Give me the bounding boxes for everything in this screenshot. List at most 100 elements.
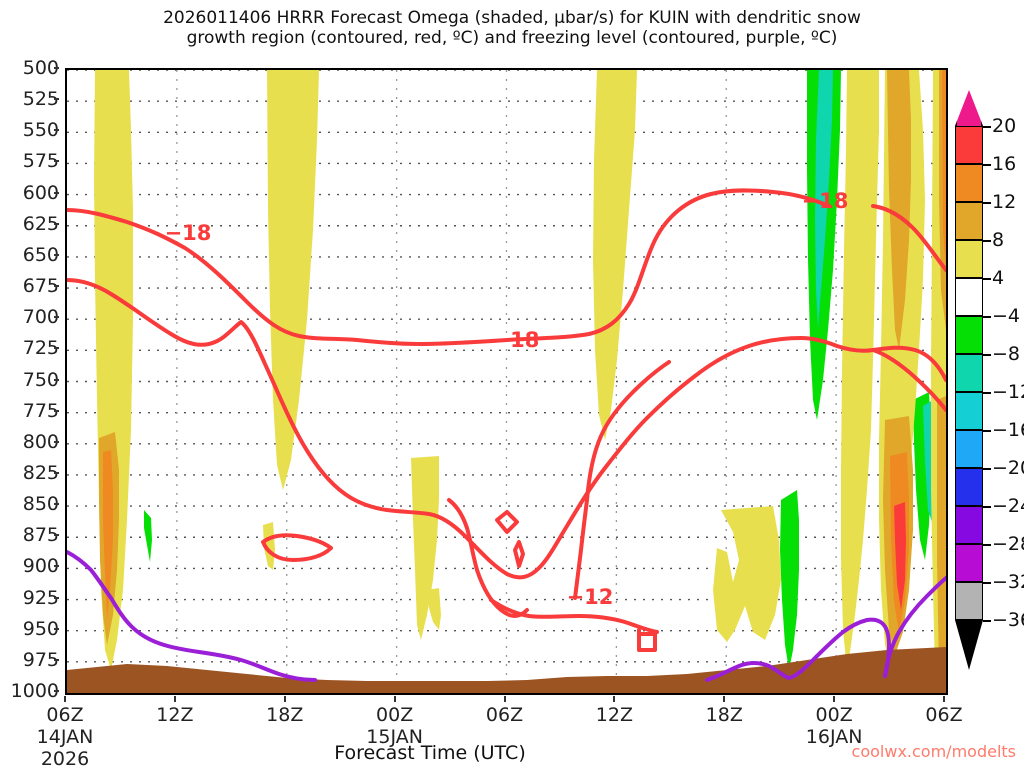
plot-canvas: −18 −18 −18 −12 — [67, 70, 946, 693]
contour-label: −12 — [567, 585, 614, 609]
x-axis-tick — [173, 696, 176, 702]
colorbar-tick-label: 4 — [992, 267, 1005, 289]
y-axis-tick — [54, 191, 59, 194]
colorbar-tick — [983, 430, 991, 432]
colorbar-tick — [983, 620, 991, 622]
y-axis-tick-label: 625 — [22, 212, 59, 235]
contour-value-labels: −18 −18 −18 −12 — [165, 189, 849, 609]
colorbar-band — [955, 240, 983, 278]
contour-label: −18 — [802, 189, 849, 213]
freezing-level-contour — [67, 550, 946, 682]
y-axis-tick — [54, 160, 59, 163]
colorbar-tick-label: −4 — [992, 305, 1021, 327]
colorbar-band — [955, 278, 983, 316]
y-axis-tick — [54, 534, 59, 537]
y-axis-tick — [54, 658, 59, 661]
colorbar-tick — [983, 316, 991, 318]
colorbar-band — [955, 544, 983, 582]
y-axis-tick — [54, 129, 59, 132]
plot-area: −18 −18 −18 −12 — [65, 68, 948, 695]
colorbar-tick-label: −20 — [992, 457, 1024, 479]
y-axis-tick — [54, 627, 59, 630]
colorbar: 20 16 12 8 4 −4 −8 −12 −16 −20 −24 −28 −32 −36 — [952, 68, 1024, 700]
y-axis-tick — [54, 440, 59, 443]
colorbar-tick — [983, 354, 991, 356]
omega-shading — [94, 70, 946, 693]
colorbar-band — [955, 468, 983, 506]
x-axis-tick-label: 06Z — [485, 704, 524, 726]
y-axis-tick — [54, 253, 59, 256]
x-axis-tick — [943, 696, 945, 702]
colorbar-band — [955, 430, 983, 468]
y-axis-tick-label: 700 — [22, 306, 59, 329]
colorbar-tick-label: −12 — [992, 381, 1024, 403]
colorbar-tick-label: −8 — [992, 343, 1021, 365]
chart-title-line2: growth region (contoured, red, ºC) and f… — [186, 28, 838, 48]
colorbar-tick — [983, 392, 991, 394]
colorbar-tick — [983, 582, 991, 584]
y-axis-tick-label: 550 — [22, 119, 59, 142]
y-axis-tick-label: 525 — [22, 88, 59, 111]
y-axis-tick — [54, 409, 59, 412]
y-axis-tick-label: 775 — [22, 399, 59, 422]
chart-title-line1: 2026011406 HRRR Forecast Omega (shaded, … — [163, 8, 861, 28]
y-axis-tick — [54, 285, 59, 288]
x-axis-tick-label: 00Z — [815, 704, 853, 726]
contour-label: −18 — [165, 221, 212, 245]
colorbar-tick-label: −16 — [992, 419, 1024, 441]
y-axis-tick — [54, 222, 59, 225]
y-axis-tick-label: 1000 — [10, 680, 59, 702]
y-axis-tick-label: 875 — [22, 524, 59, 547]
colorbar-under-arrow — [955, 620, 983, 670]
y-axis-tick-label: 750 — [22, 368, 59, 391]
colorbar-tick-label: 12 — [992, 191, 1017, 213]
x-axis-tick-label: 06Z — [46, 704, 84, 726]
colorbar-band — [955, 506, 983, 544]
colorbar-band — [955, 354, 983, 392]
x-axis: 06Z 14JAN 2026 12Z 18Z 00Z 15JAN 06Z 12Z 18Z 00Z 16… — [0, 696, 1024, 770]
y-axis-tick — [54, 596, 59, 599]
colorbar-tick — [983, 278, 991, 280]
y-axis-tick-label: 675 — [22, 275, 59, 298]
chart-title: 2026011406 HRRR Forecast Omega (shaded, … — [0, 8, 1024, 48]
x-axis-tick-label: 18Z — [705, 704, 743, 726]
colorbar-tick-label: −36 — [992, 609, 1024, 631]
x-axis-tick-label: 12Z — [595, 704, 633, 726]
x-axis-year-label: 2026 — [40, 748, 90, 770]
colorbar-tick-label: 16 — [992, 153, 1017, 175]
colorbar-band — [955, 126, 983, 164]
x-axis-tick-label: 06Z — [925, 704, 963, 726]
colorbar-tick — [983, 202, 991, 204]
colorbar-tick-label: 8 — [992, 229, 1005, 251]
y-axis-tick — [54, 378, 59, 381]
colorbar-tick-label: −28 — [992, 533, 1024, 555]
y-axis-tick-label: 900 — [22, 555, 59, 578]
y-axis-tick — [54, 98, 59, 101]
y-axis-tick-label: 800 — [22, 430, 59, 453]
y-axis-tick-label: 825 — [22, 461, 59, 484]
x-axis-tick-label: 12Z — [156, 704, 194, 726]
colorbar-tick-label: 20 — [992, 115, 1017, 137]
y-axis: 500 525 550 575 600 625 650 675 700 725 750 775 800 8… — [0, 57, 59, 702]
x-axis-date-label: 15JAN — [366, 726, 423, 748]
y-axis-tick — [54, 471, 59, 474]
colorbar-tick-label: −32 — [992, 571, 1024, 593]
y-axis-tick-label: 925 — [22, 586, 59, 609]
y-axis-tick-label: 600 — [22, 181, 59, 204]
y-axis-tick-label: 725 — [22, 337, 59, 360]
colorbar-over-arrow-outline — [955, 90, 983, 126]
y-axis-tick-label: 950 — [22, 617, 59, 640]
colorbar-tick — [983, 164, 991, 166]
y-axis-tick-label: 575 — [22, 150, 59, 173]
y-axis-tick-label: 850 — [22, 493, 59, 516]
y-axis-tick — [54, 503, 59, 506]
x-axis-tick — [833, 696, 836, 702]
x-axis-tick — [64, 696, 66, 702]
x-axis-tick — [613, 696, 616, 702]
credit-watermark: coolwx.com/modelts — [851, 742, 1016, 761]
dgz-contours — [67, 188, 946, 652]
y-axis-tick — [54, 565, 59, 568]
colorbar-band — [955, 316, 983, 354]
colorbar-band — [955, 202, 983, 240]
